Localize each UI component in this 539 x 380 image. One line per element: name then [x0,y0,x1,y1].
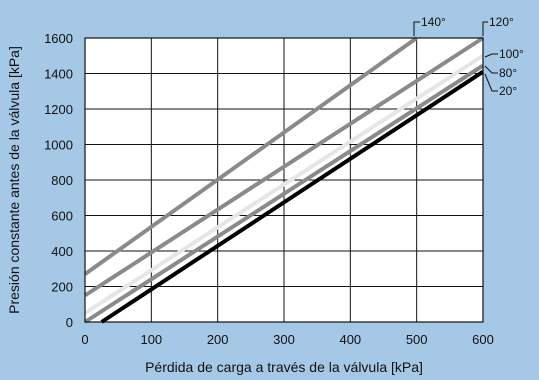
series-label-0: 140° [421,15,446,29]
y-tick-label: 1400 [44,67,73,82]
x-tick-label: 300 [273,332,295,347]
series-leader-1 [482,21,488,36]
series-label-1: 120° [489,15,514,29]
series-leader-2 [484,53,498,58]
series-group [83,36,485,324]
y-tick-label: 1200 [44,102,73,117]
series-label-3: 80° [499,66,517,80]
y-tick-label: 1000 [44,138,73,153]
y-tick-labels: 0 200 400 600 800 1000 1200 1400 1600 [44,31,73,330]
series-line-1 [83,36,485,298]
y-tick-label: 200 [51,280,73,295]
x-tick-labels: 0 100 200 300 400 500 600 [81,332,493,347]
series-labels: 140° 120° 100° 80° 20° [413,15,524,98]
series-leader-0 [413,21,420,36]
series-line-3 [83,63,485,324]
y-tick-label: 600 [51,209,73,224]
y-axis-title: Presión constante antes de la válvula [k… [6,46,22,314]
x-tick-label: 400 [339,332,361,347]
series-label-4: 20° [499,84,517,98]
series-line-4 [100,70,485,324]
series-leader-4 [484,73,498,92]
series-line-0 [83,36,418,276]
y-tick-label: 400 [51,244,73,259]
x-tick-label: 500 [406,332,428,347]
x-tick-label: 0 [81,332,88,347]
x-axis-title: Pérdida de carga a través de la válvula … [145,359,423,375]
x-tick-label: 100 [140,332,162,347]
y-tick-label: 1600 [44,31,73,46]
x-tick-label: 600 [472,332,494,347]
y-tick-label: 800 [51,173,73,188]
series-label-2: 100° [499,47,524,61]
plot-frame [84,37,484,323]
y-tick-label: 0 [66,315,73,330]
series-line-2 [83,54,485,315]
x-tick-label: 200 [207,332,229,347]
series-leader-3 [484,65,498,74]
